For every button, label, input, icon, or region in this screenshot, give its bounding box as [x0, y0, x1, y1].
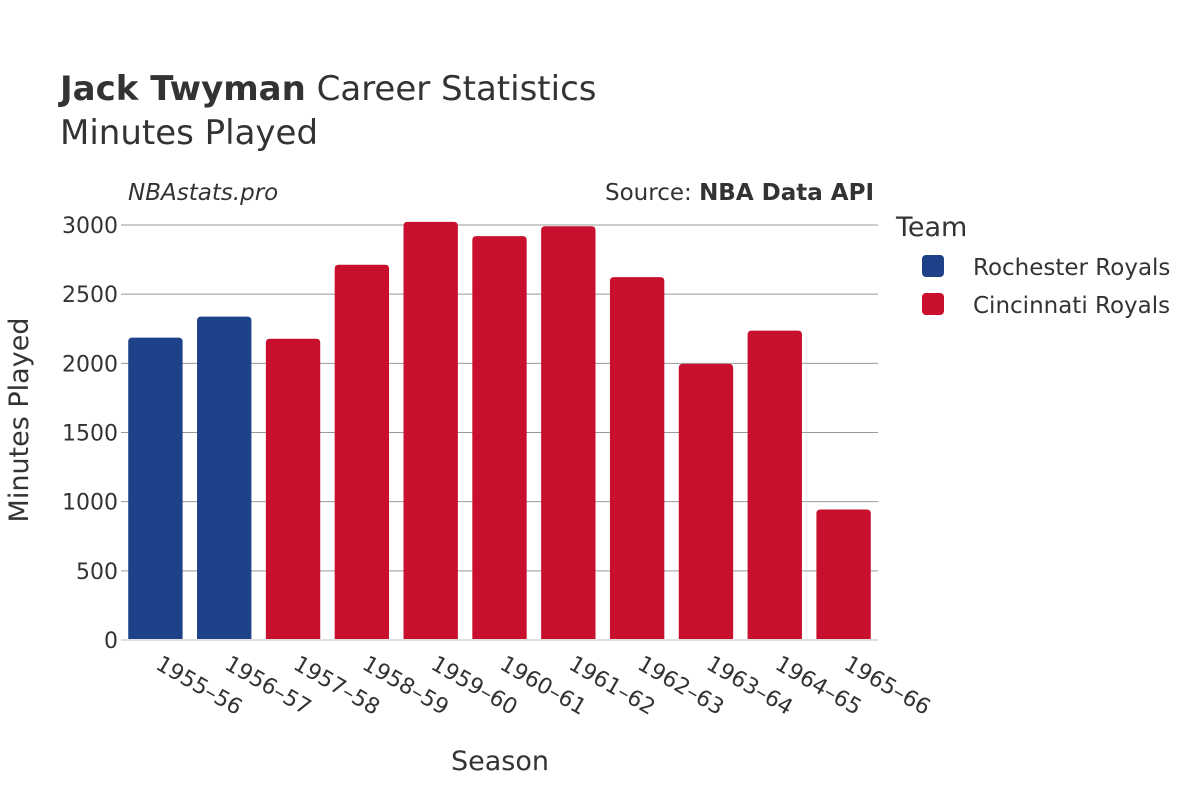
title-player: Jack Twyman: [58, 69, 306, 109]
y-axis-title: Minutes Played: [4, 318, 35, 523]
x-tick-labels: 1955–561956–571957–581958–591959–601960–…: [151, 652, 934, 721]
source-credit: Source: NBA Data API: [605, 180, 874, 206]
legend-item-rochester[interactable]: Rochester Royals: [922, 255, 1170, 281]
source-name: NBA Data API: [699, 180, 874, 206]
x-axis-title: Season: [451, 746, 549, 777]
bar-1957–58[interactable]: [265, 338, 321, 640]
y-tick-label: 2000: [62, 352, 118, 377]
bar-1958–59[interactable]: [334, 264, 390, 640]
y-tick-label: 2500: [62, 283, 118, 308]
legend: Team Rochester Royals Cincinnati Royals: [895, 212, 1170, 319]
bar-1963–64[interactable]: [678, 363, 734, 640]
y-tick-label: 1500: [62, 422, 118, 447]
y-tick-label: 500: [76, 560, 118, 585]
source-prefix: Source:: [605, 180, 699, 206]
chart-title: Jack Twyman Career Statistics: [58, 69, 596, 109]
title-rest: Career Statistics: [306, 69, 597, 109]
bar-1960–61[interactable]: [472, 236, 527, 641]
bar-1955–56[interactable]: [128, 337, 183, 640]
bar-1961–62[interactable]: [541, 226, 596, 640]
y-tick-label: 0: [104, 629, 118, 654]
legend-label-cincinnati: Cincinnati Royals: [973, 293, 1170, 319]
watermark: NBAstats.pro: [128, 180, 278, 206]
legend-item-cincinnati[interactable]: Cincinnati Royals: [922, 293, 1170, 319]
y-tick-label: 1000: [62, 491, 118, 516]
y-tick-label: 3000: [62, 214, 118, 239]
bar-1956–57[interactable]: [197, 316, 252, 640]
y-tick-labels: 0 500 1000 1500 2000 2500 3000: [62, 214, 118, 654]
bar-1965–66[interactable]: [816, 509, 871, 640]
legend-swatch-rochester: [922, 255, 944, 277]
bar-1959–60[interactable]: [403, 221, 458, 640]
bar-1964–65[interactable]: [747, 330, 802, 640]
bar-1962–63[interactable]: [609, 277, 665, 640]
chart-subtitle: Minutes Played: [60, 113, 318, 153]
legend-title: Team: [895, 212, 967, 243]
legend-label-rochester: Rochester Royals: [973, 255, 1170, 281]
legend-swatch-cincinnati: [922, 293, 944, 315]
bars: [128, 221, 871, 641]
